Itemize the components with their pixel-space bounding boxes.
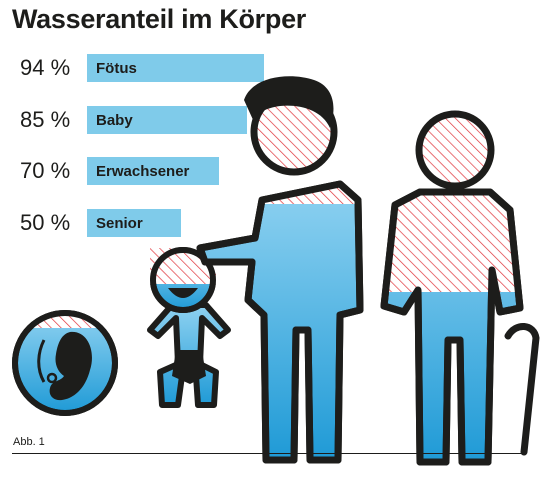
figure-label: Abb. 1 [13,436,45,448]
value-label: 70 % [20,158,71,183]
adult-icon [196,76,364,464]
value-label: 50 % [20,209,71,235]
value-label: 94 % [20,55,71,80]
baby-icon [147,247,231,408]
bar: Senior [87,208,181,237]
category-label: Fötus [96,60,137,77]
baseline [12,453,526,454]
chart-title: Wasseranteil im Körper [12,4,306,34]
value-label: 85 % [20,106,71,132]
category-label: Baby [96,111,133,129]
fetus-icon [12,310,118,416]
category-label: Senior [96,214,143,232]
bar: Fötus [87,54,264,82]
bar: Baby [87,105,247,134]
senior-icon [380,110,540,466]
category-label: Erwachsener [96,163,190,180]
bar: Erwachsener [87,157,219,185]
